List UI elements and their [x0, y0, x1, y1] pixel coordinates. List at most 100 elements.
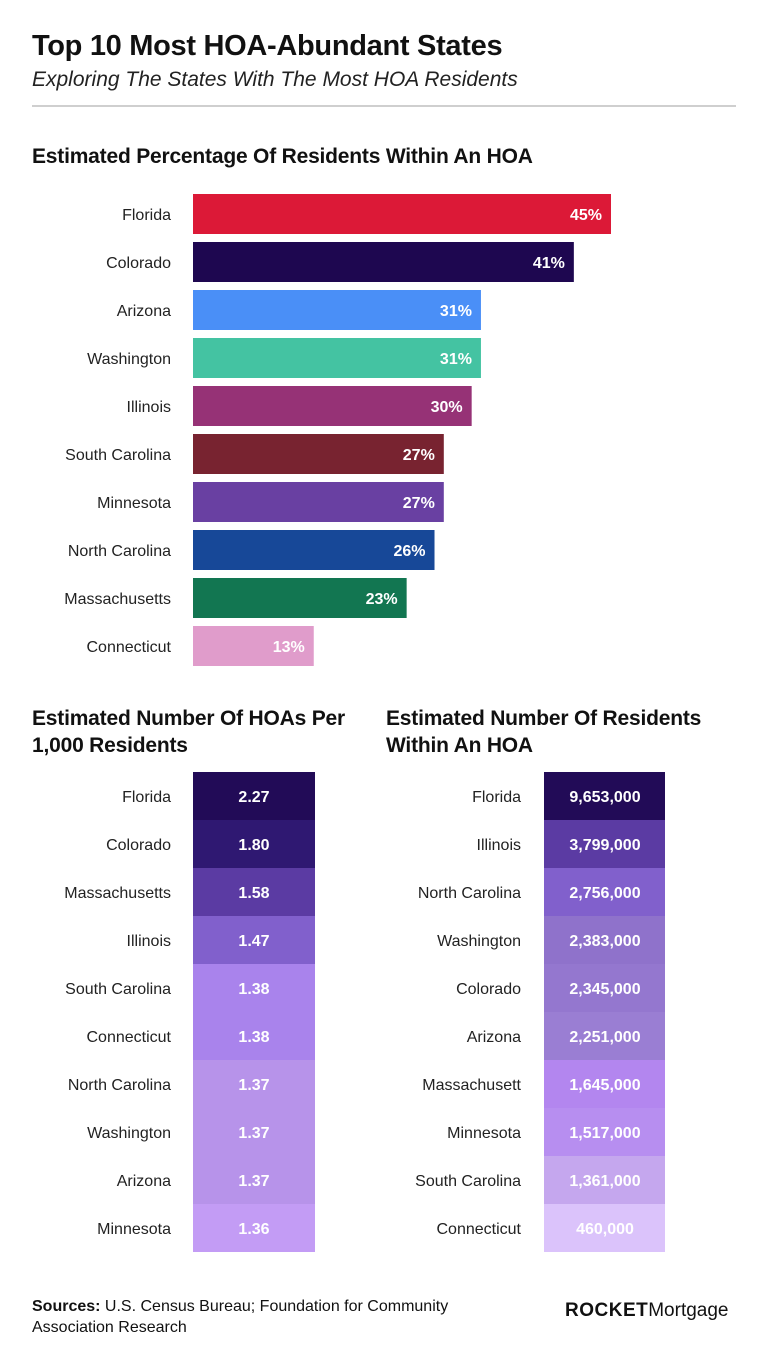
value-cell	[544, 772, 665, 820]
category-label: Connecticut	[437, 1221, 522, 1238]
cell-value-label: 1.37	[238, 1173, 269, 1190]
cell-value-label: 2,251,000	[569, 1029, 640, 1046]
sources-label: Sources:	[32, 1298, 101, 1315]
chart-subtitle: Exploring The States With The Most HOA R…	[32, 68, 518, 91]
category-label: Colorado	[456, 981, 521, 998]
value-cell	[193, 868, 315, 916]
category-label: Florida	[122, 207, 171, 224]
value-cell	[193, 1012, 315, 1060]
bar-value-label: 30%	[431, 399, 463, 416]
category-label: Arizona	[467, 1029, 521, 1046]
category-label: Arizona	[117, 1173, 171, 1190]
category-label: Connecticut	[87, 1029, 172, 1046]
cell-value-label: 460,000	[576, 1221, 634, 1238]
value-cell	[544, 1108, 665, 1156]
value-cell	[193, 1156, 315, 1204]
category-label: Massachusetts	[64, 591, 171, 608]
cell-value-label: 2,383,000	[569, 933, 640, 950]
bar-value-label: 31%	[440, 303, 472, 320]
value-cell	[193, 916, 315, 964]
category-label: Arizona	[117, 303, 171, 320]
bar-value-label: 23%	[366, 591, 398, 608]
category-label: Washington	[437, 933, 521, 950]
header-divider	[32, 105, 736, 107]
cell-value-label: 1.36	[238, 1221, 269, 1238]
value-cell	[193, 1204, 315, 1252]
category-label: Massachusett	[422, 1077, 521, 1094]
logo-rocket-text: ROCKET	[565, 1300, 649, 1321]
value-cell	[544, 820, 665, 868]
category-label: Colorado	[106, 837, 171, 854]
cell-value-label: 1,517,000	[569, 1125, 640, 1142]
residents-in-hoa-title: Estimated Number Of Residents Within An …	[386, 707, 702, 757]
bar-value-label: 41%	[533, 255, 565, 272]
value-cell	[544, 916, 665, 964]
category-label: Illinois	[127, 933, 171, 950]
bar-value-label: 45%	[570, 207, 602, 224]
category-label: Minnesota	[97, 1221, 171, 1238]
category-label: South Carolina	[415, 1173, 521, 1190]
category-label: South Carolina	[65, 447, 171, 464]
cell-value-label: 3,799,000	[569, 837, 640, 854]
cell-value-label: 1.37	[238, 1125, 269, 1142]
value-cell	[544, 1204, 665, 1252]
bar-value-label: 13%	[273, 639, 305, 656]
category-label: Florida	[122, 789, 171, 806]
value-cell	[193, 772, 315, 820]
bar	[193, 626, 314, 666]
cell-value-label: 1,645,000	[569, 1077, 640, 1094]
cell-value-label: 1.47	[238, 933, 269, 950]
category-label: North Carolina	[418, 885, 521, 902]
bar	[193, 194, 611, 234]
value-cell	[544, 964, 665, 1012]
bar-value-label: 26%	[393, 543, 425, 560]
bar-value-label: 31%	[440, 351, 472, 368]
bar	[193, 530, 435, 570]
residents-in-hoa-table: Florida 9,653,000 Illinois 3,799,000 North C…	[415, 772, 665, 1252]
value-cell	[544, 1012, 665, 1060]
bar	[193, 338, 481, 378]
bar	[193, 434, 444, 474]
bar	[193, 482, 444, 522]
category-label: Massachusetts	[64, 885, 171, 902]
sources-text: U.S. Census Bureau; Foundation for Commu…	[32, 1298, 449, 1336]
bar	[193, 290, 481, 330]
value-cell	[544, 1156, 665, 1204]
bar-value-label: 27%	[403, 495, 435, 512]
cell-value-label: 1.38	[238, 1029, 269, 1046]
category-label: Connecticut	[87, 639, 172, 656]
hoas-per-1000-table: Florida 2.27 Colorado 1.80 Massachusetts 1.58…	[64, 772, 315, 1252]
sources-note: Sources: U.S. Census Bureau; Foundation …	[32, 1296, 532, 1338]
bar	[193, 578, 407, 618]
value-cell	[193, 964, 315, 1012]
cell-value-label: 9,653,000	[569, 789, 640, 806]
category-label: Illinois	[127, 399, 171, 416]
cell-value-label: 1.80	[238, 837, 269, 854]
category-label: Florida	[472, 789, 521, 806]
percent-chart-title: Estimated Percentage Of Residents Within…	[32, 145, 533, 168]
cell-value-label: 2,345,000	[569, 981, 640, 998]
value-cell	[544, 868, 665, 916]
category-label: Colorado	[106, 255, 171, 272]
value-cell	[193, 1108, 315, 1156]
value-cell	[544, 1060, 665, 1108]
bar	[193, 242, 574, 282]
cell-value-label: 2.27	[238, 789, 269, 806]
cell-value-label: 2,756,000	[569, 885, 640, 902]
category-label: Minnesota	[447, 1125, 521, 1142]
rocket-mortgage-logo: ROCKETMortgage	[565, 1300, 729, 1322]
category-label: North Carolina	[68, 1077, 171, 1094]
logo-mortgage-text: Mortgage	[648, 1300, 729, 1321]
category-label: Washington	[87, 351, 171, 368]
value-cell	[193, 820, 315, 868]
cell-value-label: 1,361,000	[569, 1173, 640, 1190]
category-label: Washington	[87, 1125, 171, 1142]
percent-bar-chart: Florida 45% Colorado 41% Arizona 31% Washingto…	[64, 194, 611, 666]
cell-value-label: 1.58	[238, 885, 269, 902]
value-cell	[193, 1060, 315, 1108]
cell-value-label: 1.37	[238, 1077, 269, 1094]
category-label: North Carolina	[68, 543, 171, 560]
cell-value-label: 1.38	[238, 981, 269, 998]
bar-value-label: 27%	[403, 447, 435, 464]
category-label: Illinois	[477, 837, 521, 854]
